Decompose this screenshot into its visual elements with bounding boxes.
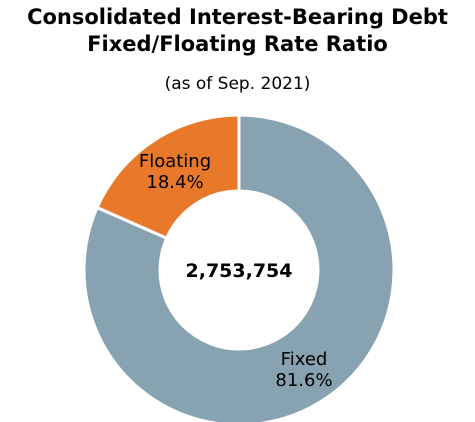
fixed-label: Fixed bbox=[281, 349, 328, 370]
slice-fixed bbox=[82, 113, 396, 422]
chart-title: Consolidated Interest-Bearing Debt Fixed… bbox=[0, 4, 475, 58]
center-total-label: 2,753,754 bbox=[186, 260, 293, 282]
slice-floating bbox=[95, 113, 241, 241]
floating-label: Floating bbox=[139, 151, 211, 172]
fixed-value-label: 81.6% bbox=[275, 370, 332, 391]
floating-value-label: 18.4% bbox=[146, 172, 203, 193]
chart-subtitle: (as of Sep. 2021) bbox=[164, 74, 311, 94]
chart-title-line-1: Consolidated Interest-Bearing Debt bbox=[27, 5, 448, 29]
chart-title-line-2: Fixed/Floating Rate Ratio bbox=[87, 32, 388, 56]
